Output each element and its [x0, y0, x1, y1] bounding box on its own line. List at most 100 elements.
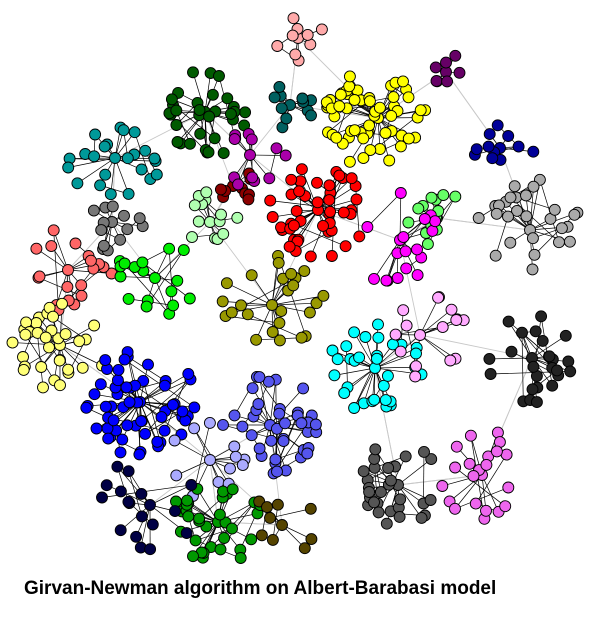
node-lavender-pink — [432, 291, 445, 304]
node-blue — [88, 388, 101, 401]
node-navy — [491, 119, 504, 132]
node-pale-yellow — [35, 361, 48, 373]
node-light-mint — [188, 199, 201, 212]
node-periwinkle — [253, 442, 266, 455]
node-teal — [89, 128, 102, 141]
inter-edge — [271, 209, 319, 306]
node-teal — [98, 140, 111, 153]
node-light-periwinkle — [229, 450, 242, 463]
node-green — [187, 550, 199, 563]
node-pale-yellow — [53, 354, 66, 367]
node-blue — [116, 433, 129, 446]
node-salmon — [69, 237, 82, 250]
node-yellow — [387, 91, 400, 104]
node-yellow — [348, 124, 361, 137]
node-pink — [287, 12, 300, 25]
node-green — [193, 512, 206, 525]
node-dark-green — [184, 137, 196, 150]
intra-edge — [489, 357, 533, 360]
node-red — [266, 211, 279, 223]
node-navy — [512, 140, 525, 153]
node-blue — [102, 432, 115, 445]
node-gray — [121, 223, 134, 236]
intra-edge — [142, 262, 191, 299]
node-light-mint — [186, 231, 198, 244]
node-olive — [220, 277, 233, 290]
node-violet — [499, 500, 512, 513]
node-dark-gray — [424, 494, 437, 506]
node-lime-green — [122, 292, 135, 305]
node-dark-navy — [100, 479, 113, 492]
node-pale-yellow — [54, 379, 66, 392]
node-magenta-purple — [279, 149, 292, 162]
inter-edge — [436, 217, 531, 231]
node-navy — [527, 145, 540, 158]
node-pale-yellow — [17, 363, 30, 376]
node-red — [317, 219, 329, 232]
node-lavender-pink — [409, 370, 422, 383]
intra-edge — [290, 223, 346, 247]
node-periwinkle — [246, 382, 259, 395]
node-red — [337, 206, 350, 219]
node-lime-green — [114, 270, 127, 283]
node-lime-green — [140, 300, 153, 313]
node-pink — [315, 23, 328, 36]
node-brown-olive — [276, 519, 288, 531]
node-pink — [271, 40, 284, 52]
node-dark-navy — [180, 527, 193, 540]
node-charcoal — [559, 329, 572, 342]
node-yellow — [397, 75, 409, 88]
node-dark-gray — [415, 511, 428, 524]
intra-edge — [114, 157, 129, 195]
node-silver — [527, 180, 540, 193]
inter-edge — [204, 111, 234, 187]
intra-edge — [508, 321, 550, 357]
node-blue — [99, 354, 112, 367]
intra-edge — [255, 304, 273, 340]
node-dark-gray — [399, 450, 412, 463]
node-red — [290, 205, 303, 217]
node-silver — [504, 191, 517, 204]
intra-edge — [38, 277, 82, 297]
node-dark-green — [221, 92, 234, 105]
intra-edge — [154, 277, 170, 314]
node-teal — [121, 152, 134, 165]
node-periwinkle — [262, 375, 275, 388]
node-charcoal — [505, 345, 518, 358]
node-silver — [526, 232, 539, 245]
intra-edge — [363, 367, 376, 404]
node-lavender-pink — [389, 328, 402, 341]
node-olive — [250, 333, 263, 346]
node-silver — [548, 203, 561, 216]
node-salmon — [45, 240, 58, 253]
node-periwinkle — [228, 409, 241, 422]
node-periwinkle — [271, 465, 283, 478]
node-pale-yellow — [62, 363, 75, 376]
node-gray — [114, 233, 127, 246]
intra-edge — [495, 216, 509, 256]
intra-edge — [334, 367, 376, 376]
node-charcoal — [502, 315, 515, 328]
node-brown-olive — [255, 529, 268, 542]
intra-edge — [373, 239, 401, 280]
node-olive — [287, 279, 300, 292]
node-cyan — [379, 394, 392, 407]
node-lime-green — [171, 274, 184, 287]
intra-edge — [176, 459, 211, 476]
node-charcoal — [529, 325, 542, 338]
node-blue — [158, 424, 171, 437]
node-gray — [118, 209, 130, 222]
node-magenta — [411, 269, 424, 282]
node-dark-gray — [372, 506, 385, 519]
node-yellow — [414, 104, 427, 117]
intra-edge — [454, 467, 506, 507]
inter-edge — [289, 37, 299, 106]
node-periwinkle — [253, 371, 266, 384]
node-olive — [285, 267, 298, 280]
node-dark-green — [193, 104, 206, 117]
node-salmon — [75, 289, 88, 302]
node-dark-gray — [382, 462, 395, 474]
node-yellow — [402, 132, 415, 145]
node-navy — [470, 143, 483, 156]
node-dark-teal — [280, 112, 293, 125]
